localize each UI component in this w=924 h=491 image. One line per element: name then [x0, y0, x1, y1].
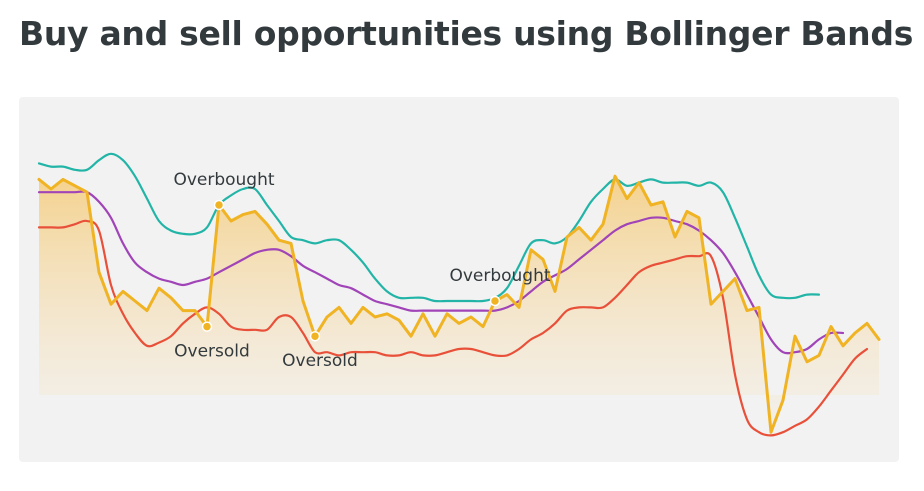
buy-signal-marker [309, 330, 321, 342]
annotation-overbought-label: Overbought [173, 170, 274, 190]
sell-signal-marker [489, 295, 501, 307]
page-title: Buy and sell opportunities using Bolling… [19, 14, 914, 53]
middle-band-line [37, 190, 845, 355]
upper-band-line [37, 152, 821, 303]
annotation-oversold-label: Oversold [282, 351, 358, 371]
price-area-fill [39, 176, 879, 433]
annotation-overbought-label: Overbought [449, 266, 550, 286]
buy-signal-marker [201, 321, 213, 332]
price-line [37, 174, 881, 434]
annotation-oversold-label: Oversold [174, 342, 250, 362]
lower-band-line [37, 219, 869, 437]
sell-signal-marker [213, 199, 225, 211]
